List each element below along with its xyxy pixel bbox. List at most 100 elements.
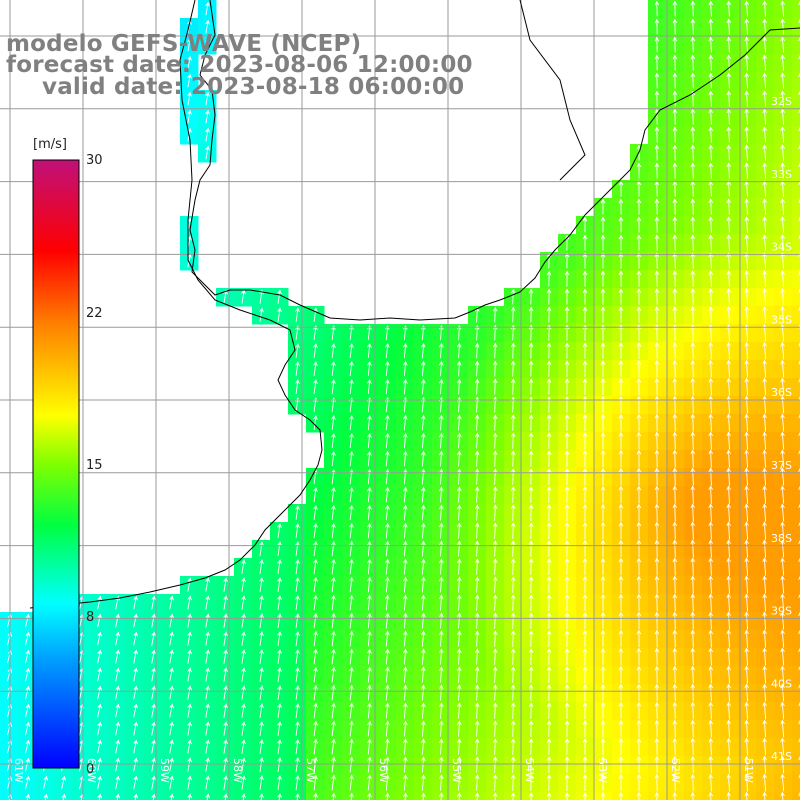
wind-arrow [331, 415, 336, 431]
wind-arrow [438, 360, 444, 377]
wind-arrow [762, 611, 767, 630]
wind-arrow [708, 647, 714, 666]
wind-arrow [439, 792, 444, 800]
wind-arrow [690, 306, 696, 324]
wind-arrow [385, 450, 390, 467]
wind-arrow [690, 270, 696, 287]
wind-arrow [762, 629, 767, 648]
wind-arrow [672, 0, 678, 17]
wind-arrow [780, 791, 785, 800]
wind-arrow [726, 629, 731, 648]
longitude-label: 59W [158, 758, 171, 783]
wind-arrow [780, 18, 785, 35]
wind-arrow [349, 343, 354, 359]
wind-speed-cell [702, 792, 721, 800]
wind-arrow [241, 721, 246, 736]
wind-arrow [690, 126, 696, 143]
wind-arrow [438, 342, 444, 359]
wind-arrow [798, 54, 800, 60]
wind-arrow [546, 576, 552, 594]
wind-arrow [421, 558, 426, 575]
wind-arrow [421, 774, 426, 791]
wind-arrow [528, 702, 534, 719]
wind-arrow [277, 775, 282, 790]
wind-arrow [331, 774, 336, 791]
wind-arrow [690, 737, 696, 756]
wind-arrow [672, 575, 678, 594]
wind-arrow [331, 379, 336, 395]
wind-arrow [403, 792, 408, 800]
latitude-label: 35S [771, 313, 792, 326]
wind-arrow [744, 216, 749, 233]
wind-arrow [313, 594, 318, 611]
wind-arrow [456, 702, 462, 719]
wind-arrow [367, 540, 372, 557]
wind-arrow [600, 521, 606, 540]
wind-arrow [654, 629, 660, 648]
wind-arrow [636, 719, 642, 738]
wind-arrow [385, 630, 390, 647]
wind-arrow [439, 594, 444, 611]
wind-arrow [115, 631, 120, 646]
wind-arrow [295, 505, 300, 520]
wind-arrow [654, 485, 660, 504]
wind-arrow [690, 359, 696, 378]
wind-arrow [367, 414, 372, 431]
wind-arrow [726, 665, 731, 684]
wind-arrow [618, 539, 624, 558]
wind-arrow [798, 467, 800, 473]
wind-arrow [528, 378, 534, 395]
wind-speed-cell [792, 288, 800, 307]
wind-arrow [744, 36, 750, 53]
wind-arrow [510, 504, 516, 521]
wind-arrow [546, 468, 552, 485]
wind-arrow [367, 666, 372, 683]
wind-arrow [528, 684, 534, 701]
wind-arrow [798, 629, 800, 635]
wind-arrow [600, 575, 606, 594]
wind-arrow [439, 738, 444, 755]
wind-arrow [564, 557, 570, 576]
wind-arrow [654, 270, 660, 287]
wind-arrow [726, 126, 732, 143]
wind-arrow [24, 613, 31, 628]
wind-arrow [780, 144, 785, 161]
wind-arrow [582, 306, 588, 323]
wind-arrow [654, 377, 660, 396]
wind-arrow [474, 414, 480, 431]
coastline-uruguay-brazil [189, 0, 800, 321]
wind-arrow [187, 703, 192, 718]
wind-arrow [385, 774, 390, 791]
wind-arrow [492, 414, 498, 431]
wind-arrow [762, 431, 767, 450]
wind-arrow [295, 649, 300, 664]
wind-arrow [277, 667, 282, 682]
wind-arrow [726, 90, 732, 107]
wind-arrow [403, 360, 408, 377]
wind-speed-cell [792, 756, 800, 775]
wind-arrow [421, 486, 426, 503]
wind-arrow [600, 342, 606, 359]
wind-arrow [798, 575, 800, 581]
wind-arrow [744, 162, 749, 179]
wind-arrow [708, 503, 714, 522]
wind-arrow [690, 791, 696, 800]
wind-arrow [726, 252, 732, 269]
wind-arrow [492, 666, 498, 683]
wind-arrow [403, 342, 408, 359]
wind-arrow [636, 342, 642, 360]
wind-arrow [726, 575, 731, 594]
wind-arrow [205, 721, 210, 736]
wind-arrow [421, 648, 426, 665]
wind-arrow [690, 521, 696, 540]
wind-arrow [564, 611, 570, 630]
wind-arrow [564, 288, 570, 305]
wind-arrow [403, 756, 408, 773]
wind-arrow [169, 667, 174, 682]
wind-arrow [744, 647, 749, 666]
wind-arrow [762, 467, 767, 486]
wind-arrow [582, 270, 588, 287]
wind-arrow [672, 503, 678, 522]
wind-arrow [708, 377, 714, 396]
wind-arrow [403, 702, 408, 719]
